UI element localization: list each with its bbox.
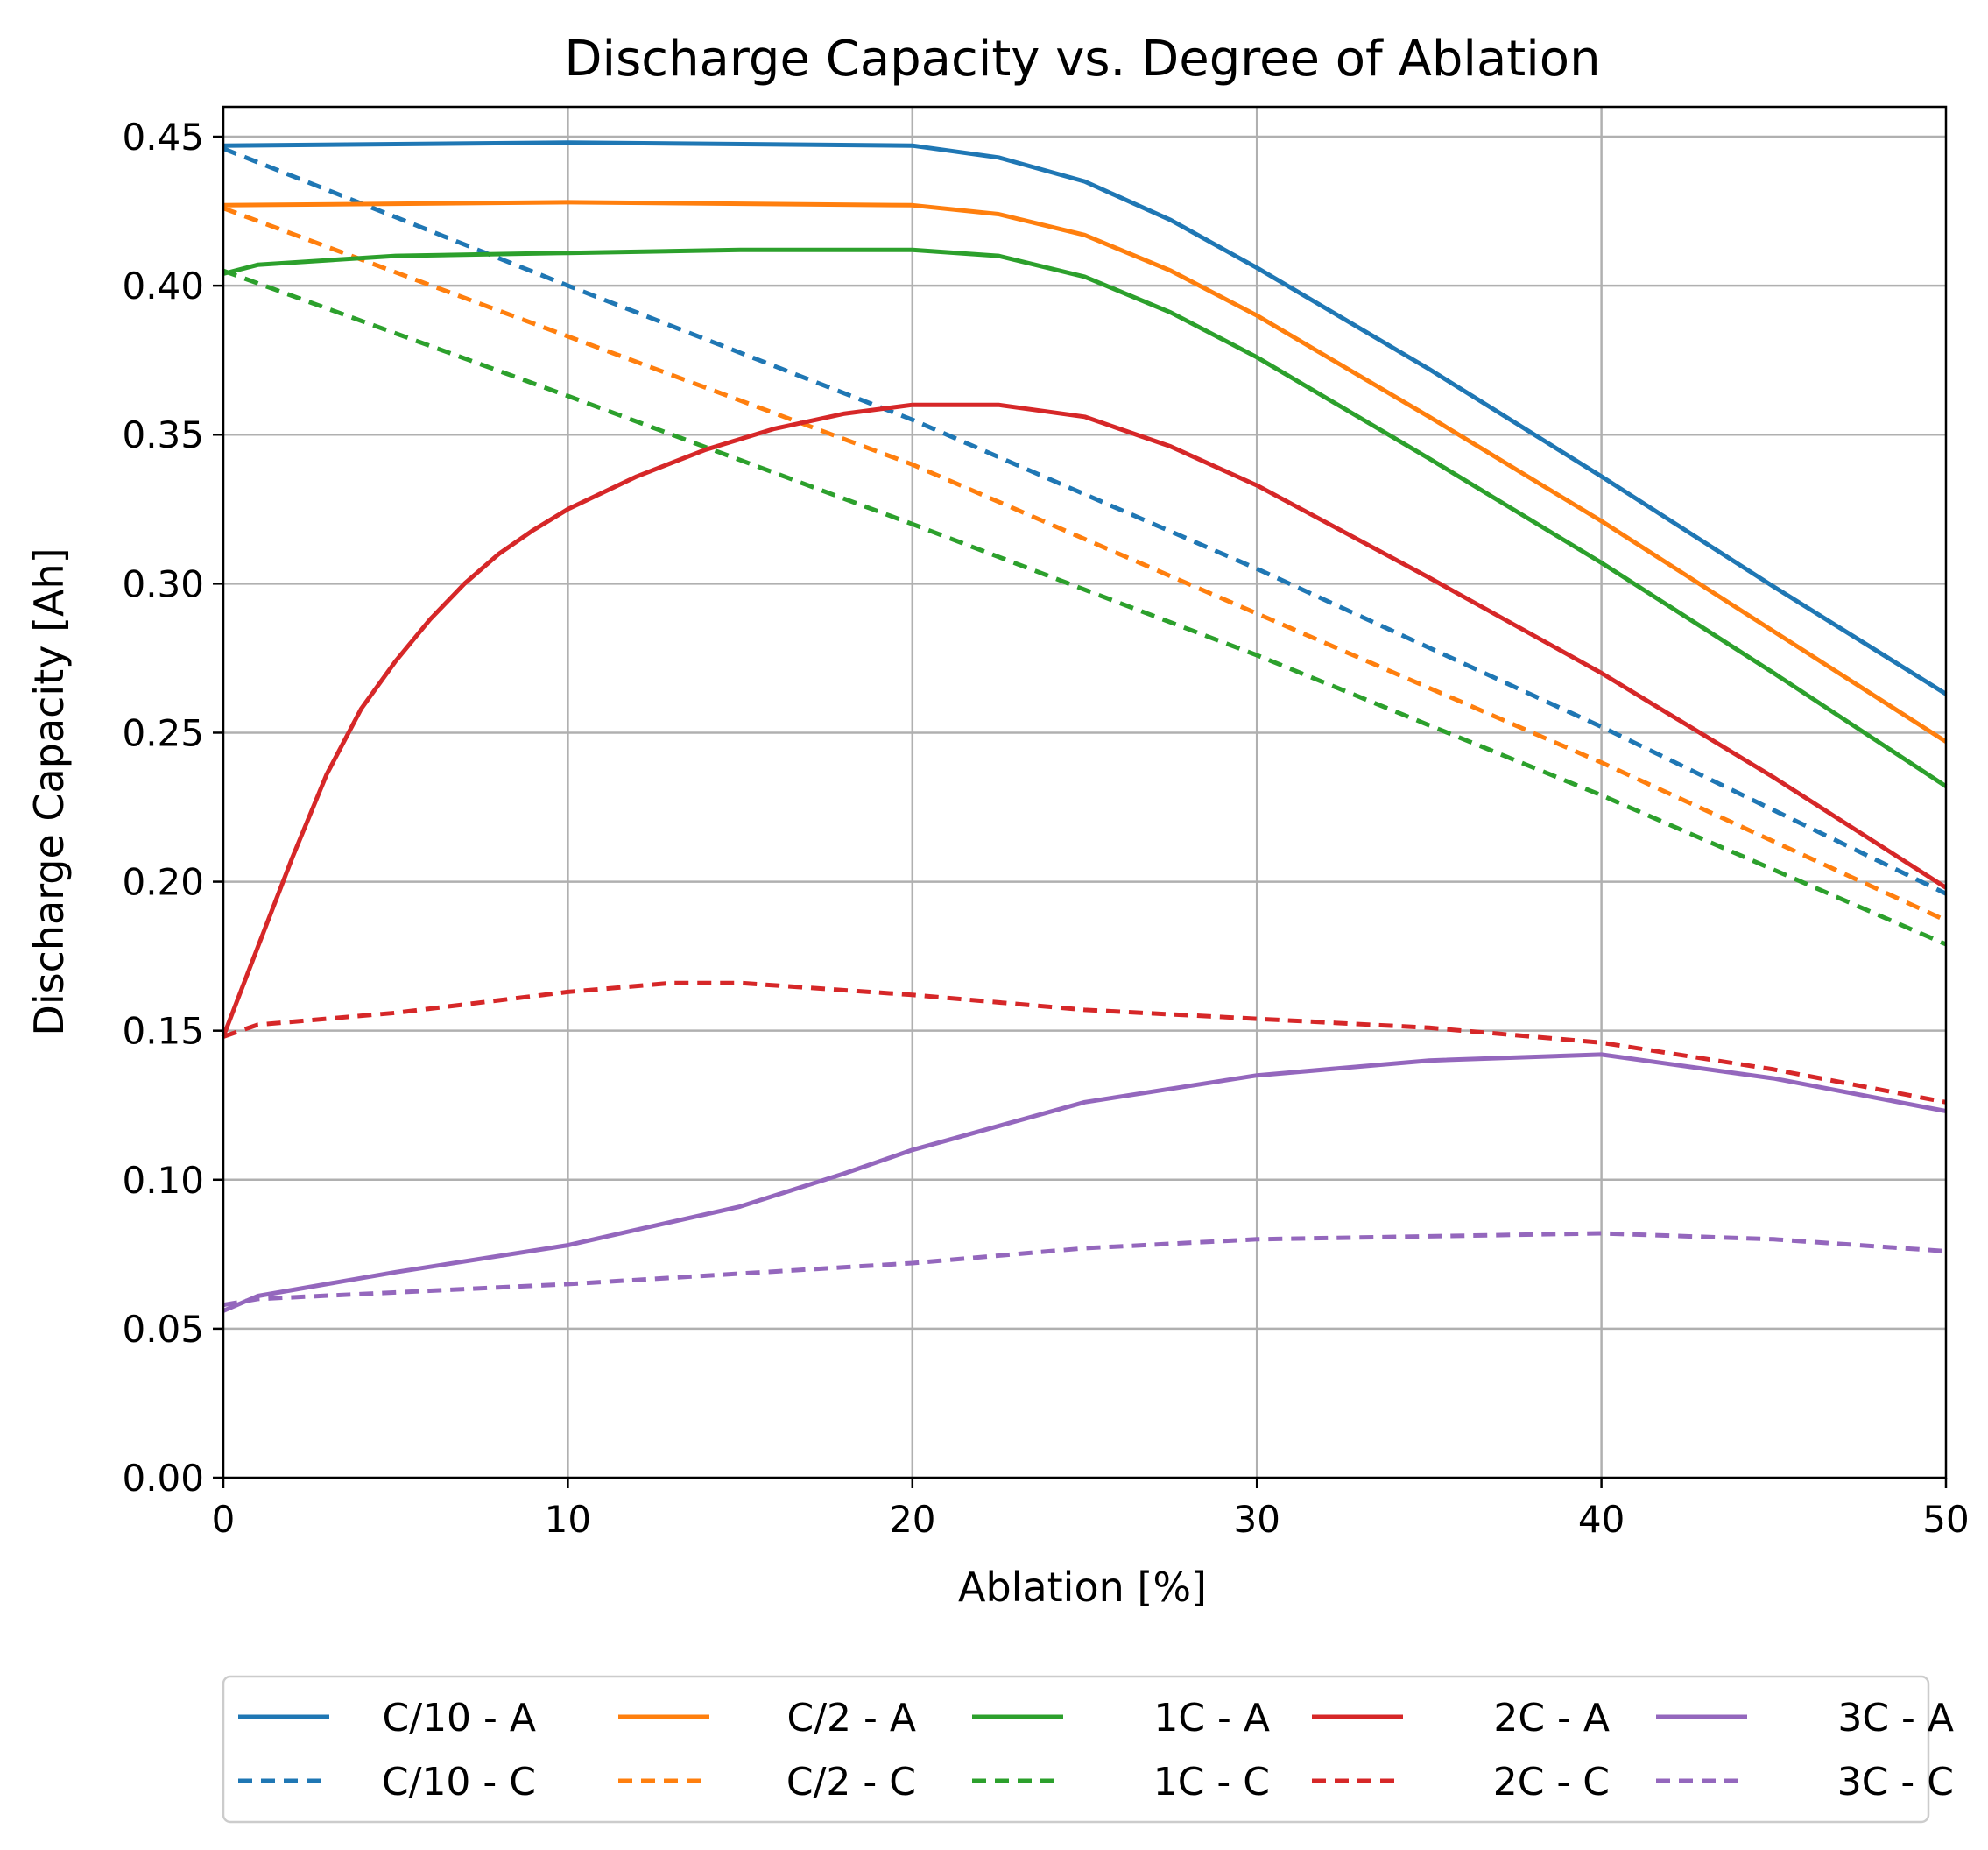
legend-item-2c-a: 2C - A	[1312, 1696, 1610, 1741]
series-line-3c-a	[222, 1052, 1947, 1313]
legend-item-c-10-a: C/10 - A	[238, 1696, 536, 1741]
plot-frame	[222, 105, 1948, 1479]
grid	[223, 107, 1946, 1478]
y-tick-label: 0.10	[122, 1159, 204, 1202]
axis-ticks: 0 10 20 30 40 50 0.00 0.05 0.10 0.15 0.20 0.25 0.30 0…	[122, 116, 1969, 1541]
series-lines	[221, 140, 1948, 1313]
legend-frame	[222, 1675, 1930, 1824]
legend-label: C/10 - C	[382, 1760, 536, 1804]
legend-label: C/2 - C	[786, 1760, 916, 1804]
y-tick-label: 0.05	[122, 1308, 204, 1351]
legend-item-c-2-a: C/2 - A	[618, 1696, 916, 1741]
series-line-c-2-a	[222, 200, 1948, 744]
series-line-3c-c	[222, 1231, 1947, 1308]
legend-label: 1C - C	[1153, 1760, 1270, 1804]
y-tick-label: 0.35	[122, 413, 204, 456]
x-tick-label: 20	[889, 1498, 935, 1541]
series-line-c-10-a	[222, 140, 1948, 696]
y-tick-label: 0.15	[122, 1010, 204, 1053]
legend-item-c-10-c: C/10 - C	[238, 1760, 536, 1804]
y-tick-label: 0.25	[122, 711, 204, 754]
y-tick-label: 0.00	[122, 1457, 204, 1500]
series-line-2c-c	[222, 980, 1947, 1105]
series-line-c-10-c	[222, 146, 1948, 896]
legend-item-3c-c: 3C - C	[1656, 1760, 1954, 1804]
y-tick-label: 0.40	[122, 265, 204, 307]
legend-label: C/10 - A	[383, 1696, 536, 1741]
legend: C/10 - A C/10 - C C/2 - A C/2 - C 1C - A 1C -…	[222, 1675, 1954, 1824]
series-line-1c-c	[222, 268, 1947, 947]
x-axis-label: Ablation [%]	[958, 1564, 1207, 1611]
legend-label: 3C - A	[1837, 1696, 1954, 1741]
legend-item-c-2-c: C/2 - C	[618, 1760, 916, 1804]
legend-label: C/2 - A	[787, 1696, 917, 1741]
y-axis-label: Discharge Capacity [Ah]	[25, 547, 73, 1035]
legend-item-2c-c: 2C - C	[1312, 1760, 1610, 1804]
legend-label: 2C - A	[1493, 1696, 1610, 1741]
series-line-1c-a	[222, 247, 1948, 788]
legend-label: 3C - C	[1837, 1760, 1954, 1804]
legend-item-1c-a: 1C - A	[972, 1696, 1270, 1741]
x-tick-label: 10	[545, 1498, 591, 1541]
x-tick-label: 50	[1922, 1498, 1969, 1541]
legend-item-3c-a: 3C - A	[1656, 1696, 1954, 1741]
x-tick-label: 0	[212, 1498, 236, 1541]
series-line-c-2-c	[222, 206, 1948, 923]
legend-label: 1C - A	[1153, 1696, 1270, 1741]
series-line-2c-a	[221, 402, 1948, 1038]
chart-title: Discharge Capacity vs. Degree of Ablatio…	[564, 31, 1600, 88]
x-tick-label: 40	[1578, 1498, 1625, 1541]
legend-item-1c-c: 1C - C	[972, 1760, 1270, 1804]
y-tick-label: 0.20	[122, 861, 204, 904]
x-tick-label: 30	[1233, 1498, 1280, 1541]
y-tick-label: 0.45	[122, 116, 204, 159]
legend-label: 2C - C	[1493, 1760, 1610, 1804]
y-tick-label: 0.30	[122, 562, 204, 605]
